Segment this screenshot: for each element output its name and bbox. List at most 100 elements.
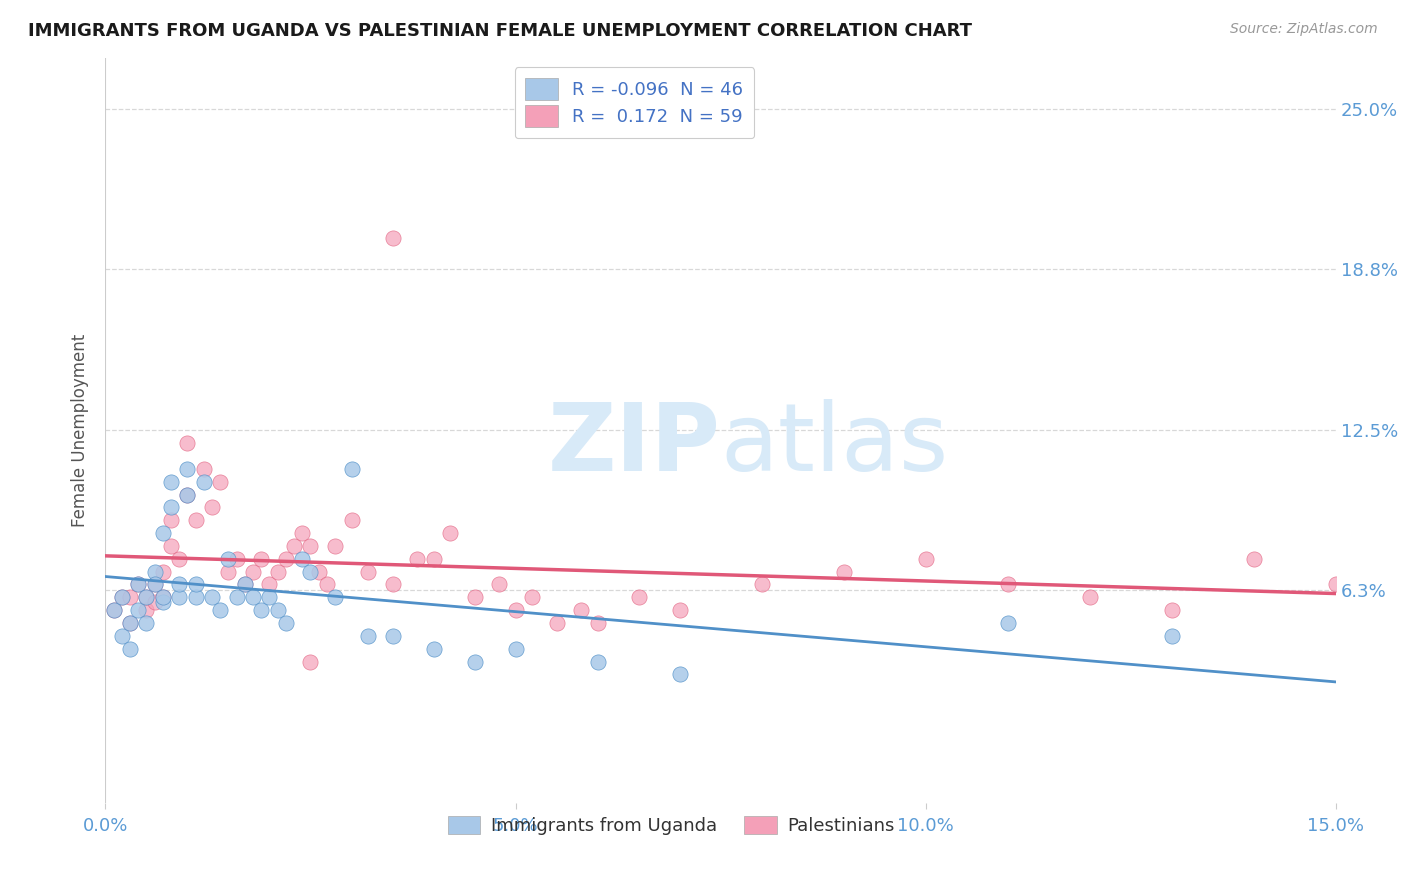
- Point: [233, 577, 256, 591]
- Point: [406, 551, 429, 566]
- Point: [184, 513, 207, 527]
- Point: [274, 615, 297, 630]
- Point: [233, 577, 256, 591]
- Point: [259, 577, 281, 591]
- Point: [274, 551, 297, 566]
- Point: [176, 487, 198, 501]
- Point: [127, 603, 149, 617]
- Point: [103, 603, 125, 617]
- Point: [176, 487, 198, 501]
- Point: [569, 603, 592, 617]
- Point: [1324, 577, 1347, 591]
- Point: [520, 591, 543, 605]
- Point: [914, 551, 936, 566]
- Point: [169, 551, 191, 566]
- Point: [201, 591, 224, 605]
- Point: [505, 641, 527, 656]
- Point: [627, 591, 650, 605]
- Point: [152, 526, 174, 541]
- Point: [135, 591, 157, 605]
- Point: [218, 565, 240, 579]
- Point: [488, 577, 510, 591]
- Point: [997, 615, 1019, 630]
- Point: [505, 603, 527, 617]
- Point: [201, 500, 224, 515]
- Point: [267, 603, 290, 617]
- Point: [299, 539, 322, 553]
- Point: [308, 565, 330, 579]
- Point: [250, 603, 273, 617]
- Point: [120, 615, 141, 630]
- Point: [323, 539, 346, 553]
- Point: [143, 577, 166, 591]
- Point: [668, 667, 690, 681]
- Point: [242, 591, 264, 605]
- Point: [111, 591, 134, 605]
- Point: [111, 591, 134, 605]
- Text: IMMIGRANTS FROM UGANDA VS PALESTINIAN FEMALE UNEMPLOYMENT CORRELATION CHART: IMMIGRANTS FROM UGANDA VS PALESTINIAN FE…: [28, 22, 972, 40]
- Point: [120, 615, 141, 630]
- Point: [225, 591, 247, 605]
- Point: [169, 591, 191, 605]
- Point: [316, 577, 339, 591]
- Point: [135, 603, 157, 617]
- Point: [176, 436, 198, 450]
- Point: [291, 551, 314, 566]
- Point: [218, 551, 240, 566]
- Point: [152, 591, 174, 605]
- Point: [160, 500, 183, 515]
- Point: [169, 577, 191, 591]
- Point: [152, 595, 174, 609]
- Point: [291, 526, 314, 541]
- Point: [422, 551, 444, 566]
- Point: [1160, 629, 1182, 643]
- Point: [299, 655, 322, 669]
- Point: [160, 475, 183, 489]
- Point: [176, 462, 198, 476]
- Point: [357, 629, 380, 643]
- Point: [120, 641, 141, 656]
- Point: [135, 615, 157, 630]
- Point: [152, 591, 174, 605]
- Text: atlas: atlas: [721, 400, 949, 491]
- Point: [103, 603, 125, 617]
- Point: [668, 603, 690, 617]
- Point: [127, 577, 149, 591]
- Point: [111, 629, 134, 643]
- Point: [586, 615, 609, 630]
- Point: [997, 577, 1019, 591]
- Point: [127, 577, 149, 591]
- Point: [152, 565, 174, 579]
- Point: [751, 577, 773, 591]
- Point: [250, 551, 273, 566]
- Point: [267, 565, 290, 579]
- Point: [546, 615, 568, 630]
- Point: [143, 565, 166, 579]
- Point: [1160, 603, 1182, 617]
- Point: [299, 565, 322, 579]
- Point: [340, 513, 363, 527]
- Point: [160, 513, 183, 527]
- Point: [422, 641, 444, 656]
- Point: [464, 591, 486, 605]
- Point: [381, 231, 404, 245]
- Point: [193, 475, 215, 489]
- Point: [1078, 591, 1101, 605]
- Legend: Immigrants from Uganda, Palestinians: Immigrants from Uganda, Palestinians: [440, 808, 903, 842]
- Point: [357, 565, 380, 579]
- Point: [832, 565, 855, 579]
- Point: [381, 629, 404, 643]
- Point: [242, 565, 264, 579]
- Text: ZIP: ZIP: [548, 400, 721, 491]
- Point: [160, 539, 183, 553]
- Point: [135, 591, 157, 605]
- Point: [193, 462, 215, 476]
- Point: [464, 655, 486, 669]
- Point: [283, 539, 305, 553]
- Text: Source: ZipAtlas.com: Source: ZipAtlas.com: [1230, 22, 1378, 37]
- Point: [439, 526, 461, 541]
- Point: [209, 475, 232, 489]
- Point: [381, 577, 404, 591]
- Point: [184, 591, 207, 605]
- Point: [143, 577, 166, 591]
